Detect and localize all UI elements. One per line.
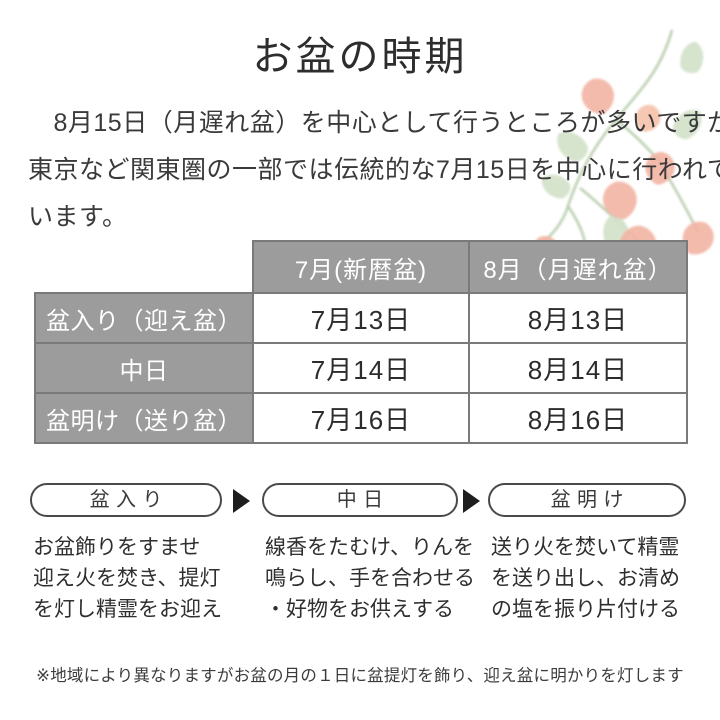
step-description: 送り火を焚いて精霊 を送り出し、お清め の塩を振り片付ける <box>488 532 688 625</box>
step-description-line: 線香をたむけ、りんを <box>265 536 474 559</box>
step-description-line: の塩を振り片付ける <box>491 598 680 621</box>
step-bon-iri: 盆入り お盆飾りをすませ 迎え火を焚き、提灯 を灯し精霊をお迎え <box>30 483 230 625</box>
step-description-line: 鳴らし、手を合わせる <box>265 567 475 590</box>
step-bon-ake: 盆明け 送り火を焚いて精霊 を送り出し、お清め の塩を振り片付ける <box>488 483 688 625</box>
table-cell-date: 8月14日 <box>468 342 688 394</box>
intro-line: 8月15日（月遅れ盆）を中心として行うところが多いですが <box>28 109 720 137</box>
step-description-line: 送り火を焚いて精霊 <box>491 536 680 559</box>
step-chunichi: 中日 線香をたむけ、りんを 鳴らし、手を合わせる ・好物をお供えする <box>262 483 475 625</box>
step-description-line: 迎え火を焚き、提灯 <box>33 567 221 590</box>
table-col-header-july: 7月(新暦盆) <box>252 240 470 294</box>
table-cell-date: 7月16日 <box>252 392 470 444</box>
intro-line: 東京など関東圏の一部では伝統的な7月15日を中心に行われて <box>28 156 720 184</box>
step-description-line: を灯し精霊をお迎え <box>33 598 222 621</box>
row-header-bon-iri: 盆入り（迎え盆） <box>34 292 254 344</box>
row-header-chunichi: 中日 <box>34 342 254 394</box>
step-label-pill: 盆明け <box>488 483 686 517</box>
table-row: 中日 7月14日 8月14日 <box>34 342 688 394</box>
step-label-pill: 盆入り <box>30 483 222 517</box>
step-description: 線香をたむけ、りんを 鳴らし、手を合わせる ・好物をお供えする <box>262 532 475 625</box>
table-cell-date: 7月14日 <box>252 342 470 394</box>
obon-schedule-table: 7月(新暦盆) 8月（月遅れ盆） 盆入り（迎え盆） 7月13日 8月13日 中日… <box>34 240 688 444</box>
arrow-right-icon <box>463 489 480 513</box>
table-col-header-august: 8月（月遅れ盆） <box>468 240 688 294</box>
arrow-right-icon <box>233 489 250 513</box>
row-header-bon-ake: 盆明け（送り盆） <box>34 392 254 444</box>
step-description-line: を送り出し、お清め <box>491 567 680 590</box>
table-row: 盆明け（送り盆） 7月16日 8月16日 <box>34 392 688 444</box>
table-cell-date: 8月13日 <box>468 292 688 344</box>
table-cell-date: 7月13日 <box>252 292 470 344</box>
page-title: お盆の時期 <box>252 34 468 79</box>
table-cell-date: 8月16日 <box>468 392 688 444</box>
table-row: 盆入り（迎え盆） 7月13日 8月13日 <box>34 292 688 344</box>
intro-line: います。 <box>28 203 128 231</box>
step-description-line: お盆飾りをすませ <box>33 536 201 559</box>
intro-paragraph: 8月15日（月遅れ盆）を中心として行うところが多いですが 東京など関東圏の一部で… <box>28 100 720 241</box>
table-header-row: 7月(新暦盆) 8月（月遅れ盆） <box>35 240 688 294</box>
step-description-line: ・好物をお供えする <box>265 598 454 621</box>
table-corner-blank <box>35 241 253 293</box>
step-description: お盆飾りをすませ 迎え火を焚き、提灯 を灯し精霊をお迎え <box>30 532 230 625</box>
footnote: ※地域により異なりますがお盆の月の１日に盆提灯を飾り、迎え盆に明かりを灯します <box>36 667 684 685</box>
step-label-pill: 中日 <box>262 483 458 517</box>
